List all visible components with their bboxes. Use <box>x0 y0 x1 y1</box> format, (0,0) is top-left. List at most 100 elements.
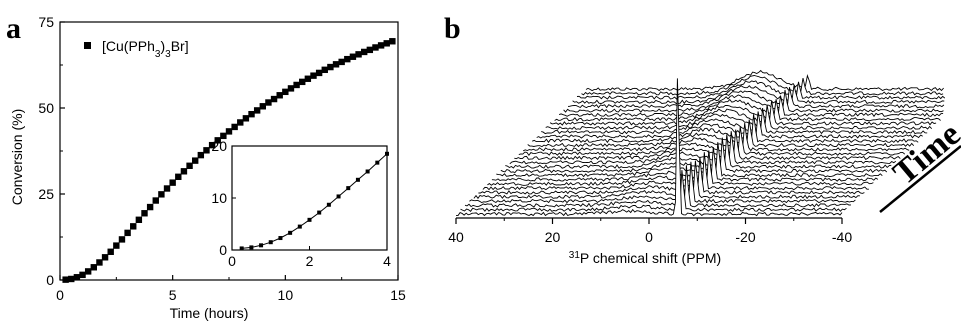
inset-data-point <box>288 230 293 235</box>
data-point <box>146 203 154 211</box>
nmr-trace <box>568 87 945 109</box>
nmr-trace <box>496 142 883 178</box>
panel-b-label: b <box>444 12 461 45</box>
data-point <box>332 61 340 68</box>
x-axis-label-a: Time (hours) <box>170 305 249 321</box>
data-point <box>321 66 328 74</box>
data-point <box>107 248 114 255</box>
time-axis-line <box>879 145 961 213</box>
y-axis-label-a: Conversion (%) <box>9 109 25 205</box>
nmr-trace <box>523 123 910 152</box>
data-point <box>293 81 300 89</box>
data-point <box>355 51 362 58</box>
legend-marker <box>84 42 91 49</box>
inset-data-point <box>336 194 341 199</box>
nmr-trace <box>469 161 856 204</box>
inset-data-point <box>346 186 351 191</box>
data-point <box>265 99 272 106</box>
nmr-trace <box>554 99 941 122</box>
inset-y-tick-label: 0 <box>219 242 227 258</box>
data-point <box>152 197 159 204</box>
x-axis-label-b: 31P chemical shift (PPM) <box>569 250 721 267</box>
inset-x-tick-label: 4 <box>383 253 391 269</box>
chart-b: 40 20 0 -20 -40 <box>448 69 946 245</box>
inset-data-point <box>326 202 331 207</box>
data-point <box>203 147 210 154</box>
nmr-trace <box>558 95 944 118</box>
x-tick-label-b: -20 <box>735 229 755 245</box>
data-point <box>372 44 379 51</box>
inset-chart: 0 2 4 0 10 20 <box>211 138 391 269</box>
data-point <box>304 75 312 82</box>
data-point <box>214 137 221 144</box>
data-point <box>220 132 227 140</box>
inset-y-tick-label: 20 <box>211 138 227 154</box>
nmr-trace <box>532 114 919 144</box>
panel-a-label: a <box>6 12 21 45</box>
nmr-trace <box>541 108 928 135</box>
data-point <box>158 191 165 198</box>
data-point <box>169 179 176 186</box>
data-point <box>349 53 357 60</box>
data-point <box>73 274 81 281</box>
data-point <box>90 264 97 271</box>
x-tick-label-b: -40 <box>832 229 852 245</box>
y-tick-label-a: 25 <box>38 186 54 202</box>
data-point <box>242 115 250 122</box>
data-point <box>135 216 143 223</box>
data-point <box>84 268 92 275</box>
data-point <box>68 275 75 283</box>
data-point <box>259 103 266 110</box>
data-point <box>276 92 283 99</box>
data-point <box>248 110 255 118</box>
legend-text: [Cu(PPh3)3Br] <box>102 38 189 60</box>
data-point <box>225 128 233 135</box>
data-point <box>163 185 171 192</box>
y-tick-label-a: 75 <box>38 14 54 30</box>
inset-data-point <box>317 210 322 215</box>
inset-x-tick-label: 0 <box>228 253 236 269</box>
inset-data-point <box>268 240 273 245</box>
inset-x-tick-label: 2 <box>306 253 314 269</box>
data-point <box>282 88 289 96</box>
inset-data-point <box>278 236 283 241</box>
y-tick-label-a: 50 <box>38 100 54 116</box>
inset-data-point <box>307 217 312 222</box>
data-point <box>270 95 278 103</box>
inset-data-point <box>239 246 244 251</box>
inset-data-point <box>365 169 370 174</box>
data-point <box>101 254 109 261</box>
x-tick-label-b: 0 <box>645 229 653 245</box>
data-point <box>79 271 86 279</box>
data-point <box>389 38 396 45</box>
data-point <box>208 141 216 149</box>
data-point <box>113 242 120 249</box>
nmr-trace <box>473 160 860 200</box>
nmr-trace <box>464 165 852 208</box>
nmr-trace <box>514 129 901 161</box>
nmr-trace <box>455 78 843 217</box>
nmr-trace <box>527 119 915 148</box>
nmr-trace <box>509 131 897 165</box>
data-point <box>175 173 182 180</box>
inset-fit-line <box>241 153 388 249</box>
nmr-trace <box>491 146 879 182</box>
inset-frame <box>231 145 388 251</box>
legend-a: [Cu(PPh3)3Br] <box>84 38 189 60</box>
data-point <box>361 48 368 56</box>
x-tick-label-b: 40 <box>448 229 464 245</box>
data-point <box>327 63 334 71</box>
nmr-trace <box>563 89 944 113</box>
data-point <box>197 151 205 159</box>
inset-data-point <box>259 243 264 248</box>
data-point <box>180 168 188 175</box>
data-point <box>118 236 126 243</box>
data-point <box>231 123 238 131</box>
inset-data-point <box>297 224 302 229</box>
x-tick-label-a: 5 <box>169 287 177 303</box>
nmr-trace <box>572 85 945 105</box>
data-point <box>96 259 103 266</box>
data-point <box>130 223 137 230</box>
data-point <box>141 210 148 217</box>
